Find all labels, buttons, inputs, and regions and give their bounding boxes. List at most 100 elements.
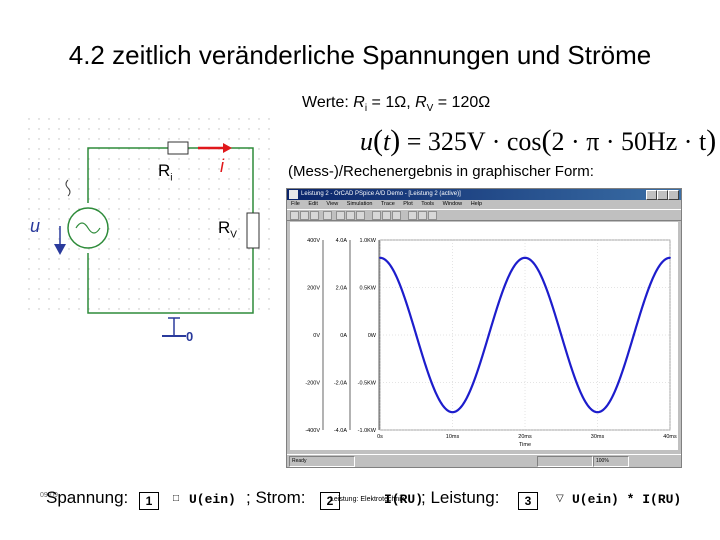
menu-bar: File Edit View Simulation Trace Plot Too…	[287, 200, 681, 209]
grid-background	[28, 118, 278, 318]
y-axis-1-tick-label: -200V	[305, 381, 320, 387]
status-field	[537, 456, 593, 467]
close-button[interactable]	[668, 190, 679, 200]
formula-rhs: 325V · cos	[427, 127, 542, 156]
voltage-data-point	[560, 334, 563, 336]
menu-plot[interactable]: Plot	[403, 201, 413, 207]
voltage-data-point	[505, 279, 508, 282]
print-icon[interactable]	[323, 211, 332, 220]
formula-inner: 2 · π · 50Hz · t	[551, 127, 707, 156]
status-ready: Ready	[289, 456, 355, 467]
ri-value: = 1	[367, 94, 395, 111]
ohm-unit: Ω	[394, 94, 407, 111]
values-line: Werte: Ri = 1Ω, RV = 120Ω	[302, 94, 491, 115]
x-tick-label: 10ms	[446, 434, 460, 440]
trace-number-2: 2	[320, 492, 340, 510]
new-icon[interactable]	[290, 211, 299, 220]
y-axis-1-tick-label: -400V	[305, 428, 320, 434]
zoom-in-icon[interactable]	[372, 211, 381, 220]
menu-file[interactable]: File	[291, 201, 300, 207]
x-tick-label: 20ms	[518, 434, 532, 440]
values-prefix: Werte:	[302, 94, 354, 111]
menu-trace[interactable]: Trace	[380, 201, 395, 207]
formula-t: t	[383, 127, 391, 156]
y-axis-1-tick-label: 400V	[307, 238, 320, 244]
label-ri: Ri	[158, 161, 173, 184]
voltage-arrow-head	[54, 244, 66, 255]
plot-panel[interactable]: 400V 4.0A 1.0KW 200V 2.0A 0.5KW 0V 0A 0W -200V -2.…	[290, 222, 678, 450]
result-subtitle: (Mess-)/Rechenergebnis in graphischer Fo…	[288, 163, 594, 180]
ground-label: 0	[186, 329, 194, 344]
y-axis-3-tick-label: -1.0KW	[358, 428, 377, 434]
label-i: i	[220, 156, 224, 176]
resistor-ri[interactable]	[167, 141, 189, 155]
voltage-data-point	[379, 256, 381, 259]
cut-icon[interactable]	[336, 211, 345, 220]
menu-help[interactable]: Help	[470, 201, 482, 207]
voltage-data-point	[433, 388, 436, 391]
label-leistung: ; Leistung:	[421, 488, 500, 507]
voltage-data-point	[578, 388, 581, 391]
y-axis-2-tick-label: -2.0A	[334, 381, 347, 387]
rv-symbol: R	[415, 94, 427, 111]
voltage-data-point	[596, 411, 599, 414]
source-lead-mark	[65, 179, 71, 197]
menu-window[interactable]: Window	[442, 201, 463, 207]
label-spannung: Spannung:	[46, 488, 129, 507]
status-zoom: 100%	[593, 456, 629, 467]
run-icon[interactable]	[428, 211, 437, 220]
ri-symbol: R	[353, 94, 365, 111]
voltage-data-point	[650, 279, 653, 282]
cursor-icon[interactable]	[418, 211, 427, 220]
y-axis-1-tick-label: 0V	[313, 333, 320, 339]
slide-title: 4.2 zeitlich veränderliche Spannungen un…	[68, 40, 652, 70]
menu-edit[interactable]: Edit	[308, 201, 318, 207]
menu-view[interactable]: View	[326, 201, 339, 207]
paste-icon[interactable]	[356, 211, 365, 220]
voltage-data-point	[487, 334, 490, 336]
copy-icon[interactable]	[346, 211, 355, 220]
window-titlebar[interactable]: Leistung 2 - OrCAD PSpice A/D Demo - [Le…	[287, 189, 681, 200]
rv-subscript: V	[426, 103, 434, 115]
trace-number-3: 3	[518, 492, 538, 510]
voltage-data-point	[524, 256, 526, 259]
minimize-button[interactable]	[646, 190, 657, 200]
voltage-data-point	[542, 279, 545, 282]
voltage-data-point	[451, 411, 454, 414]
resistor-rv[interactable]	[246, 212, 260, 249]
add-trace-icon[interactable]	[408, 211, 417, 220]
label-strom: ; Strom:	[246, 488, 306, 507]
window-title: Leistung 2 - OrCAD PSpice A/D Demo - [Le…	[301, 191, 461, 197]
y-axis-2-tick-label: -4.0A	[334, 428, 347, 434]
label-u: u	[30, 216, 41, 236]
menu-tools[interactable]: Tools	[421, 201, 435, 207]
current-arrow-head	[223, 143, 232, 153]
ri-subscript: i	[364, 103, 368, 115]
sine-symbol	[75, 222, 101, 234]
voltage-data-point	[415, 334, 418, 336]
maximize-button[interactable]	[657, 190, 668, 200]
y-axis-2-tick-label: 0A	[340, 333, 347, 339]
open-icon[interactable]	[300, 211, 309, 220]
app-icon	[289, 190, 298, 199]
trace-3-label: U(ein) * I(RU)	[572, 492, 682, 507]
circuit-schematic: Ri i u RV 0	[28, 118, 288, 478]
trace-number-1: 1	[139, 492, 159, 510]
circuit-diagram	[28, 118, 278, 337]
footer-legend: 09-09 Spannung: 1 □ U(ein) ; Strom: 2 Le…	[0, 488, 720, 518]
save-icon[interactable]	[310, 211, 319, 220]
x-tick-label: 30ms	[591, 434, 605, 440]
trace-2-overlay: Leistung: Elektrotechnik	[330, 496, 405, 503]
y-axis-3-tick-label: 0W	[368, 333, 377, 339]
pspice-window: Leistung 2 - OrCAD PSpice A/D Demo - [Le…	[286, 188, 682, 468]
zoom-out-icon[interactable]	[382, 211, 391, 220]
menu-simulation[interactable]: Simulation	[346, 201, 373, 207]
zoom-fit-icon[interactable]	[392, 211, 401, 220]
y-axis-3-tick-label: 0.5KW	[359, 286, 376, 292]
x-tick-label: 0s	[377, 434, 383, 440]
square-marker-icon: □	[173, 493, 180, 504]
formula-u: u	[360, 127, 373, 156]
waveform-plot: 400V 4.0A 1.0KW 200V 2.0A 0.5KW 0V 0A 0W -200V -2.…	[305, 238, 677, 448]
ohm-unit: Ω	[478, 94, 491, 111]
trace-2-label: I(RU)	[384, 492, 424, 507]
